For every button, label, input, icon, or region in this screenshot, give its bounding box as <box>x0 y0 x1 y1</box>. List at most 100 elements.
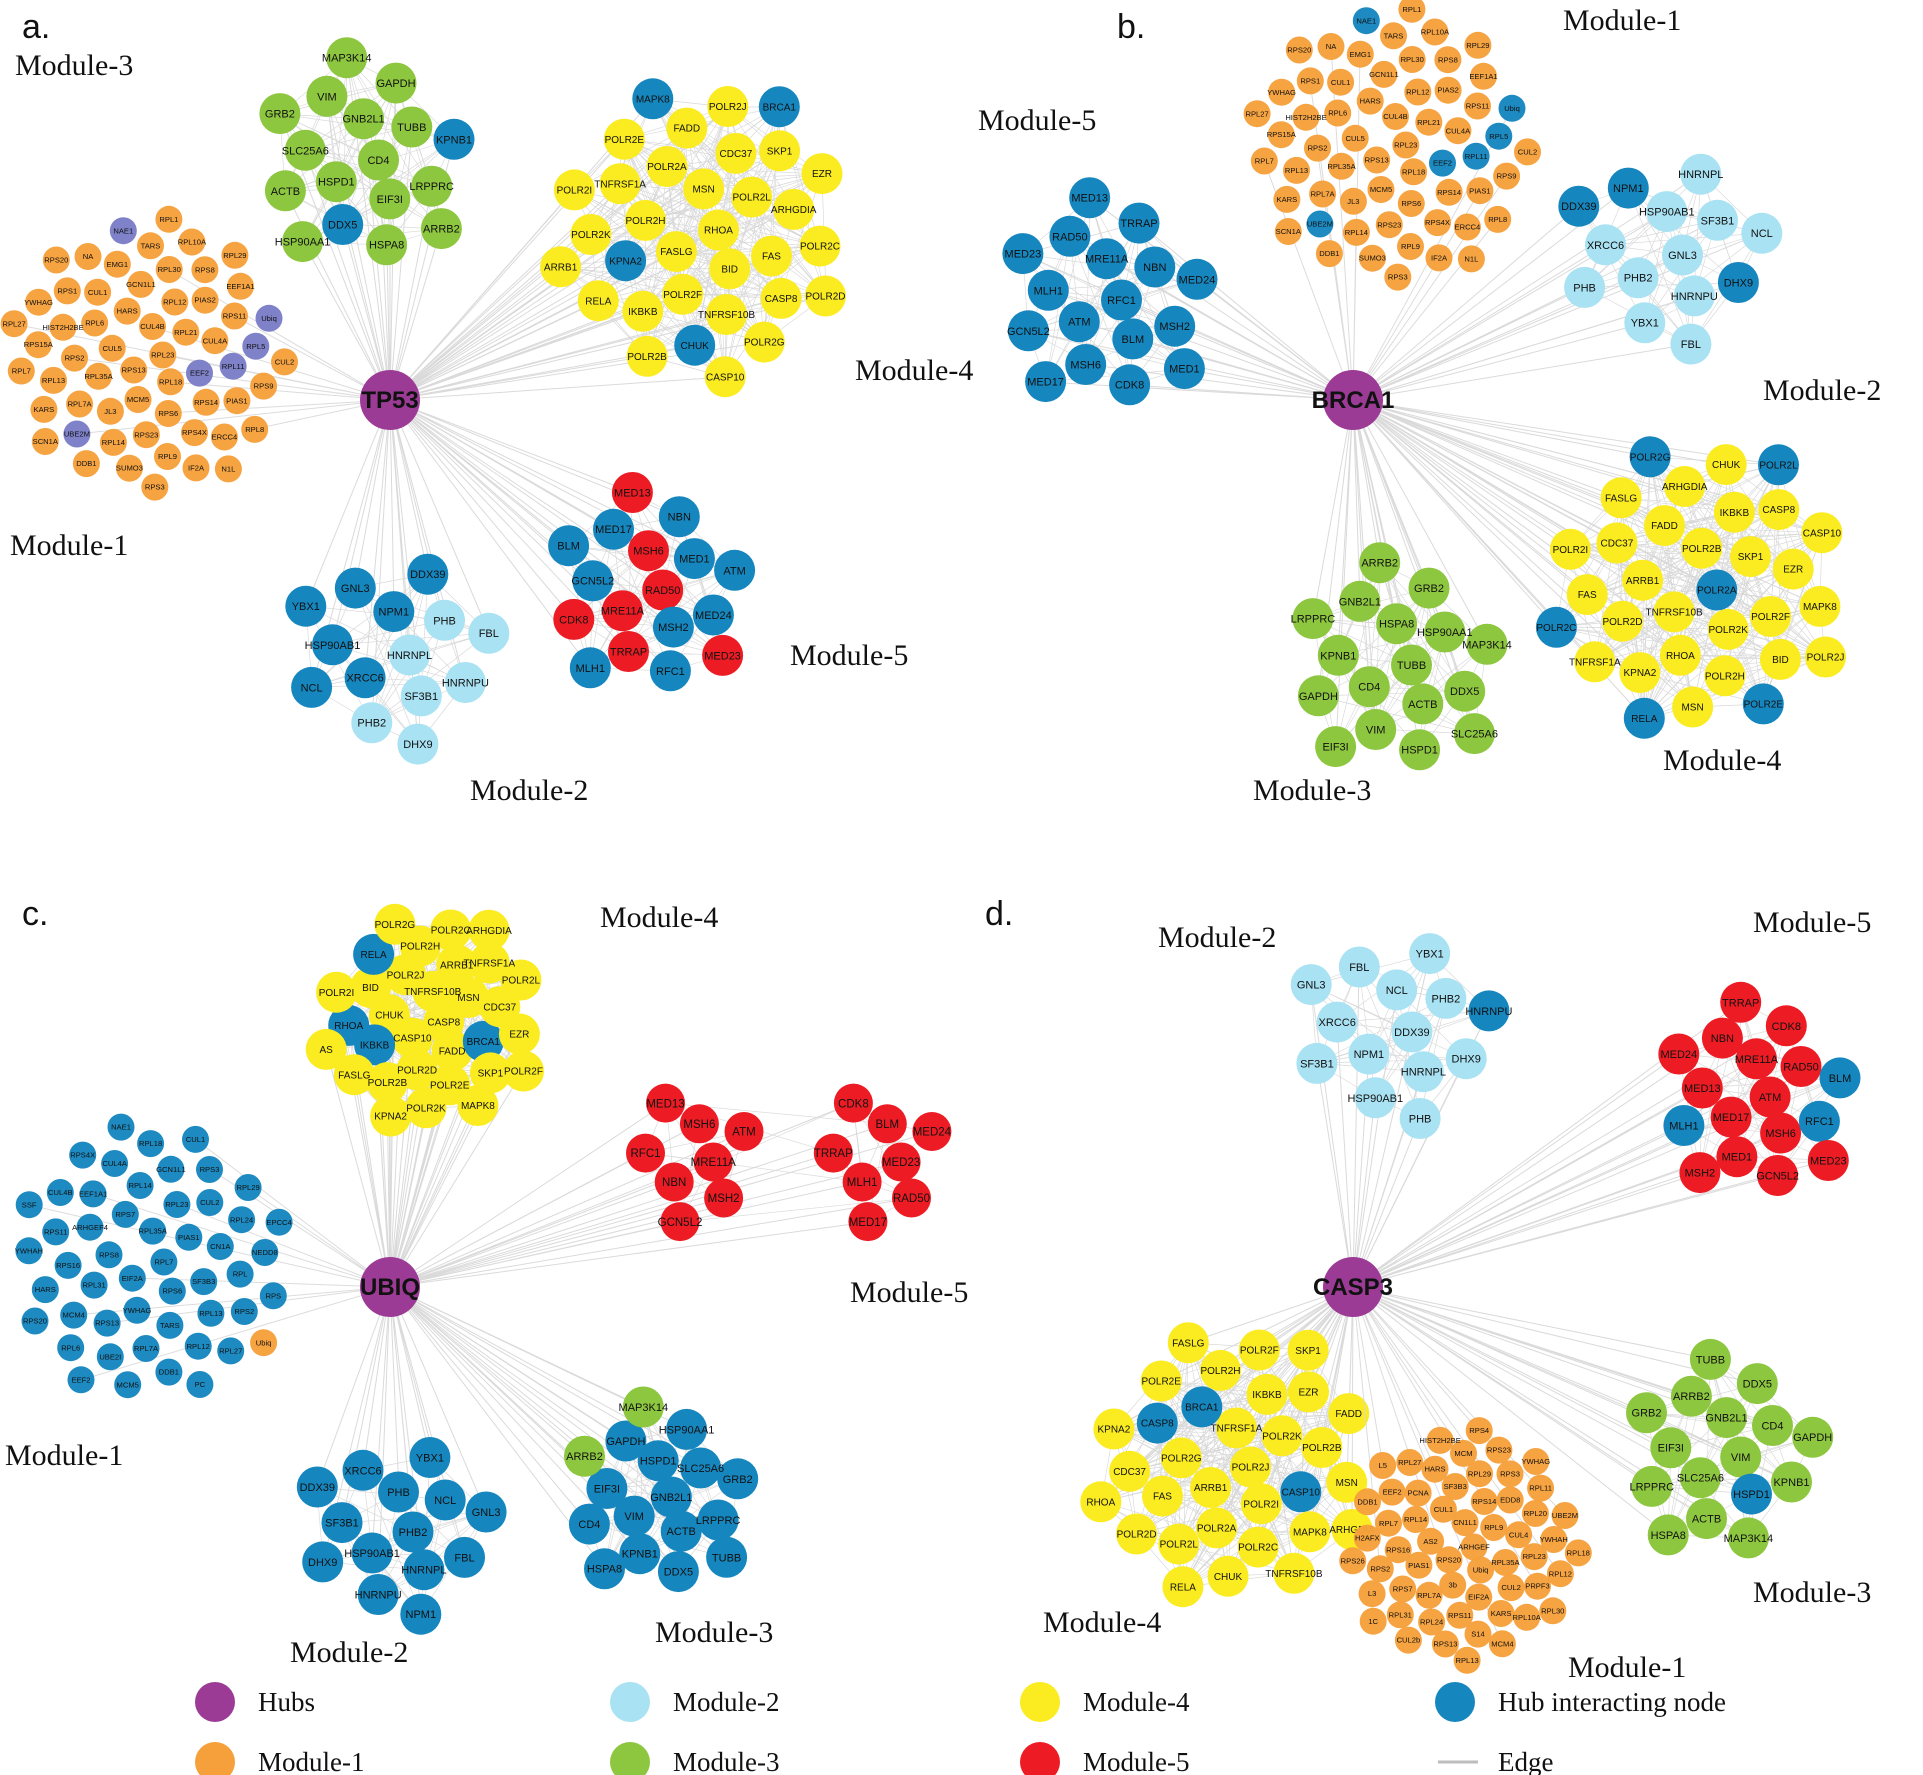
svg-text:RHOA: RHOA <box>704 226 733 237</box>
svg-text:RPS15A: RPS15A <box>24 340 54 349</box>
svg-text:NBN: NBN <box>662 1177 686 1189</box>
svg-text:UBE2M: UBE2M <box>1307 220 1333 229</box>
svg-text:FADD: FADD <box>673 124 700 135</box>
svg-text:PIAS1: PIAS1 <box>1469 186 1491 195</box>
svg-text:ARHGDIA: ARHGDIA <box>466 926 512 937</box>
svg-text:ARRB2: ARRB2 <box>423 224 460 236</box>
svg-text:SLC25A6: SLC25A6 <box>677 1463 724 1475</box>
svg-text:TUBB: TUBB <box>712 1552 741 1564</box>
svg-text:RPL1: RPL1 <box>159 215 178 224</box>
svg-text:BRCA1: BRCA1 <box>763 102 797 113</box>
svg-text:RPL10A: RPL10A <box>178 238 207 247</box>
svg-text:Module-1: Module-1 <box>5 1439 123 1472</box>
svg-text:POLR2L: POLR2L <box>502 976 541 987</box>
svg-text:EIF2A: EIF2A <box>1468 1593 1490 1602</box>
svg-text:GCN1L1: GCN1L1 <box>156 1165 186 1174</box>
svg-text:RPL27: RPL27 <box>1245 109 1268 118</box>
svg-text:Ubiq: Ubiq <box>261 314 277 323</box>
svg-text:H2AFX: H2AFX <box>1355 1534 1379 1543</box>
svg-text:KARS: KARS <box>1277 195 1298 204</box>
svg-text:POLR2G: POLR2G <box>375 920 416 931</box>
svg-text:Module-1: Module-1 <box>10 529 128 562</box>
svg-text:RHOA: RHOA <box>1666 651 1695 662</box>
svg-text:DHX9: DHX9 <box>308 1557 337 1569</box>
svg-text:POLR2C: POLR2C <box>431 926 471 937</box>
svg-text:DDB1: DDB1 <box>1319 249 1339 258</box>
svg-text:MLH1: MLH1 <box>847 1177 878 1189</box>
svg-text:YWHAG: YWHAG <box>24 298 53 307</box>
svg-text:CUL4B: CUL4B <box>140 322 164 331</box>
svg-text:HNRNPL: HNRNPL <box>401 1565 446 1577</box>
svg-text:AS2: AS2 <box>1423 1537 1437 1546</box>
svg-text:Module-1: Module-1 <box>258 1747 364 1775</box>
svg-text:CUL5: CUL5 <box>102 344 121 353</box>
svg-text:FAS: FAS <box>1153 1492 1172 1503</box>
svg-text:ARHGDIA: ARHGDIA <box>1662 482 1708 493</box>
svg-text:RELA: RELA <box>585 296 611 307</box>
svg-text:Module-3: Module-3 <box>673 1747 779 1775</box>
svg-text:RPS16: RPS16 <box>1386 1545 1410 1554</box>
svg-text:SF3B1: SF3B1 <box>325 1518 359 1530</box>
svg-text:CASP10: CASP10 <box>1282 1487 1321 1498</box>
svg-text:POLR2L: POLR2L <box>1759 460 1798 471</box>
svg-text:MED13: MED13 <box>646 1098 684 1110</box>
svg-text:BLM: BLM <box>1829 1073 1852 1085</box>
svg-text:b.: b. <box>1117 8 1145 46</box>
svg-text:RPS16: RPS16 <box>56 1261 80 1270</box>
svg-text:MSH2: MSH2 <box>1159 321 1190 333</box>
svg-text:YBX1: YBX1 <box>292 601 320 613</box>
svg-text:BRCA1: BRCA1 <box>467 1037 501 1048</box>
svg-text:RFC1: RFC1 <box>656 666 685 678</box>
svg-text:RAD50: RAD50 <box>645 585 680 597</box>
svg-text:RPS14: RPS14 <box>1472 1497 1496 1506</box>
svg-text:SLC25A6: SLC25A6 <box>1677 1473 1724 1485</box>
svg-text:MED13: MED13 <box>614 487 651 499</box>
svg-text:ARRB1: ARRB1 <box>1194 1483 1228 1494</box>
svg-text:Module-1: Module-1 <box>1568 1651 1686 1684</box>
svg-text:RPL11: RPL11 <box>222 362 245 371</box>
svg-text:Module-4: Module-4 <box>1663 744 1781 777</box>
svg-text:S14: S14 <box>1471 1630 1485 1639</box>
svg-text:RPL18: RPL18 <box>1567 1549 1590 1558</box>
svg-text:POLR2A: POLR2A <box>1697 586 1737 597</box>
svg-text:NPM1: NPM1 <box>379 607 410 619</box>
svg-text:RPS8: RPS8 <box>99 1250 119 1259</box>
svg-text:POLR2K: POLR2K <box>571 230 611 241</box>
svg-text:RPL35A: RPL35A <box>84 372 113 381</box>
svg-text:SCN1A: SCN1A <box>33 437 59 446</box>
svg-text:3b: 3b <box>1448 1581 1456 1590</box>
svg-text:RPS: RPS <box>265 1291 281 1300</box>
svg-text:CUL5: CUL5 <box>1345 134 1364 143</box>
svg-text:c.: c. <box>22 895 48 933</box>
svg-text:CUL4B: CUL4B <box>48 1188 72 1197</box>
svg-text:HSP90AB1: HSP90AB1 <box>1347 1093 1403 1105</box>
svg-text:HSP90AA1: HSP90AA1 <box>275 237 331 249</box>
svg-text:RPL12: RPL12 <box>163 298 186 307</box>
svg-text:RPL27: RPL27 <box>2 319 25 328</box>
svg-text:CASP3: CASP3 <box>1313 1274 1393 1301</box>
svg-text:NBN: NBN <box>668 512 691 524</box>
svg-text:MCM4: MCM4 <box>63 1311 85 1320</box>
svg-text:MED13: MED13 <box>1071 193 1108 205</box>
svg-text:MED23: MED23 <box>1005 249 1042 261</box>
svg-text:BID: BID <box>721 264 738 275</box>
svg-text:RPL18: RPL18 <box>1402 167 1425 176</box>
svg-text:HSPD1: HSPD1 <box>318 177 355 189</box>
svg-text:NBN: NBN <box>1143 262 1166 274</box>
svg-text:MED24: MED24 <box>1660 1049 1697 1061</box>
svg-text:CD4: CD4 <box>1358 682 1380 694</box>
svg-text:FASLG: FASLG <box>1172 1338 1204 1349</box>
svg-text:PCNA: PCNA <box>1408 1489 1430 1498</box>
svg-text:HSPA8: HSPA8 <box>369 240 404 252</box>
svg-text:NA: NA <box>1326 42 1337 51</box>
svg-text:XRCC6: XRCC6 <box>346 673 383 685</box>
svg-text:TRRAP: TRRAP <box>610 647 647 659</box>
svg-text:RPL29: RPL29 <box>1466 41 1489 50</box>
svg-text:FASLG: FASLG <box>1605 493 1637 504</box>
svg-text:KPNB1: KPNB1 <box>622 1549 658 1561</box>
svg-text:RPL8: RPL8 <box>245 425 264 434</box>
svg-text:EIF3I: EIF3I <box>594 1483 620 1495</box>
svg-text:CDC37: CDC37 <box>720 149 753 160</box>
svg-text:KPNA2: KPNA2 <box>1624 668 1657 679</box>
svg-text:POLR2G: POLR2G <box>744 338 785 349</box>
